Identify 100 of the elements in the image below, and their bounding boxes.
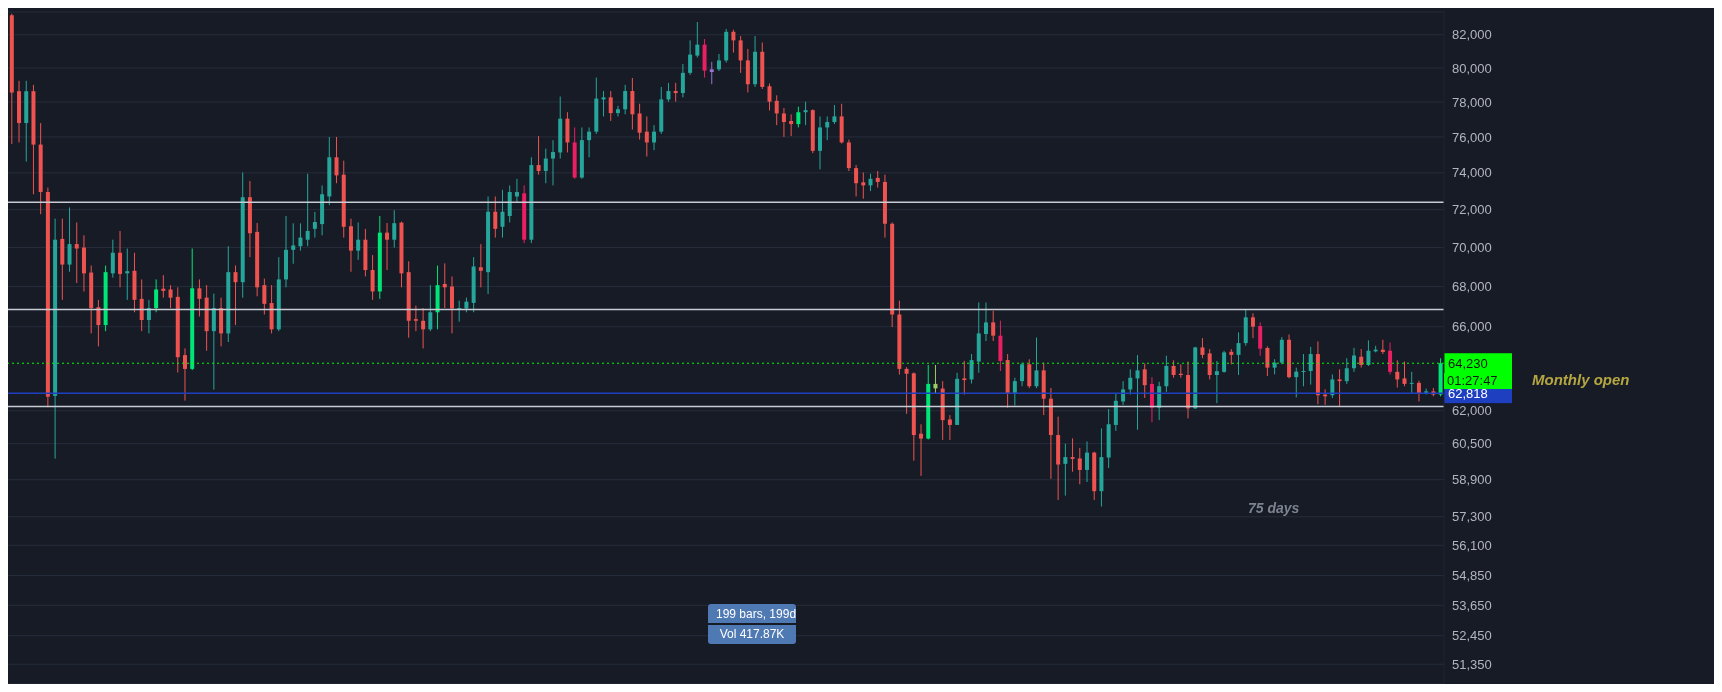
text: 01:27:47 [1444, 373, 1512, 390]
candlestick [781, 107, 786, 138]
candlestick [796, 106, 801, 128]
y-tick-label: 74,000 [1452, 165, 1492, 181]
annotation: 199 bars, 199d [708, 604, 797, 623]
candlestick [652, 124, 657, 151]
candlestick [673, 82, 678, 103]
candlestick [262, 278, 267, 316]
candlestick [1012, 377, 1017, 407]
candlestick [1409, 371, 1414, 394]
candlestick [233, 265, 238, 326]
candlestick [637, 103, 642, 141]
candlestick [1301, 353, 1306, 387]
candlestick [1258, 321, 1263, 357]
candlestick [630, 77, 635, 131]
candlestick [680, 63, 685, 98]
y-tick-label: 54,850 [1452, 568, 1492, 584]
candlestick [1063, 443, 1068, 497]
candlestick [413, 305, 418, 332]
candlestick [1250, 312, 1255, 339]
candlestick [334, 136, 339, 184]
candlestick [168, 284, 173, 309]
candlestick [1128, 368, 1133, 396]
candlestick [666, 82, 671, 103]
candlestick [947, 414, 952, 441]
candlestick [818, 115, 823, 170]
candlestick [154, 278, 159, 313]
candlestick [789, 113, 794, 137]
candlestick [983, 301, 988, 342]
candlestick [1020, 362, 1025, 387]
candlestick [1416, 380, 1421, 402]
candlestick [854, 164, 859, 197]
y-tick-label: 52,450 [1452, 628, 1492, 644]
y-tick-label: 80,000 [1452, 60, 1492, 76]
y-tick-label: 70,000 [1452, 240, 1492, 256]
candlestick [1027, 358, 1032, 389]
candlestick [1308, 346, 1313, 386]
y-tick-label: 76,000 [1452, 129, 1492, 145]
candlestick [919, 423, 924, 477]
y-tick-label: 56,100 [1452, 537, 1492, 553]
y-tick-label: 58,900 [1452, 472, 1492, 488]
candlestick [695, 21, 700, 58]
candlestick [644, 115, 649, 158]
candlestick [1395, 359, 1400, 389]
candlestick [991, 310, 996, 342]
candlestick [969, 353, 974, 384]
candlestick [96, 299, 101, 347]
candlestick [507, 184, 512, 223]
y-tick-label: 62,000 [1452, 403, 1492, 419]
candlestick [1402, 361, 1407, 387]
candlestick [587, 126, 592, 158]
candlestick [709, 61, 714, 85]
candlestick [67, 206, 72, 273]
candlestick [803, 101, 808, 126]
candlestick [1214, 360, 1219, 404]
candlestick [291, 222, 296, 265]
y-tick-label: 57,300 [1452, 509, 1492, 525]
y-tick-label: 53,650 [1452, 597, 1492, 613]
candlestick [139, 278, 144, 332]
candlestick [738, 35, 743, 74]
candlestick [1236, 331, 1241, 376]
candlestick [493, 195, 498, 239]
candlestick [392, 209, 397, 249]
candlestick [442, 262, 447, 309]
candlestick [449, 275, 454, 334]
candlestick [312, 211, 317, 239]
candlestick [615, 105, 620, 117]
candlestick [861, 171, 866, 200]
candlestick [832, 104, 837, 125]
candlestick [774, 94, 779, 126]
candlestick [1164, 355, 1169, 393]
candlestick [478, 243, 483, 288]
candlestick [1359, 348, 1364, 369]
candlestick [825, 115, 830, 141]
candlestick [1207, 348, 1212, 380]
candlestick [118, 230, 123, 288]
candlestick [688, 39, 693, 76]
ref-line-label: 64,230 [1448, 356, 1488, 372]
candlestick [536, 135, 541, 176]
candlestick [1034, 337, 1039, 389]
candlestick [500, 189, 505, 239]
candlestick [1279, 336, 1284, 365]
candlestick [551, 139, 556, 186]
candlestick [731, 29, 736, 54]
candlestick [1366, 339, 1371, 367]
candlestick [1344, 357, 1349, 385]
y-tick-label: 68,000 [1452, 279, 1492, 295]
y-tick-label: 82,000 [1452, 27, 1492, 43]
candlestick [428, 284, 433, 332]
candlestick [623, 84, 628, 115]
candlestick [298, 222, 303, 252]
candlestick [74, 221, 79, 284]
candlestick [1337, 368, 1342, 408]
candlestick [543, 148, 548, 184]
candlestick [1135, 354, 1140, 431]
candlestick [211, 293, 216, 391]
y-tick-label: 72,000 [1452, 202, 1492, 218]
candlestick [146, 299, 151, 334]
candlestick [1294, 367, 1299, 398]
y-tick-label: 51,350 [1452, 656, 1492, 672]
